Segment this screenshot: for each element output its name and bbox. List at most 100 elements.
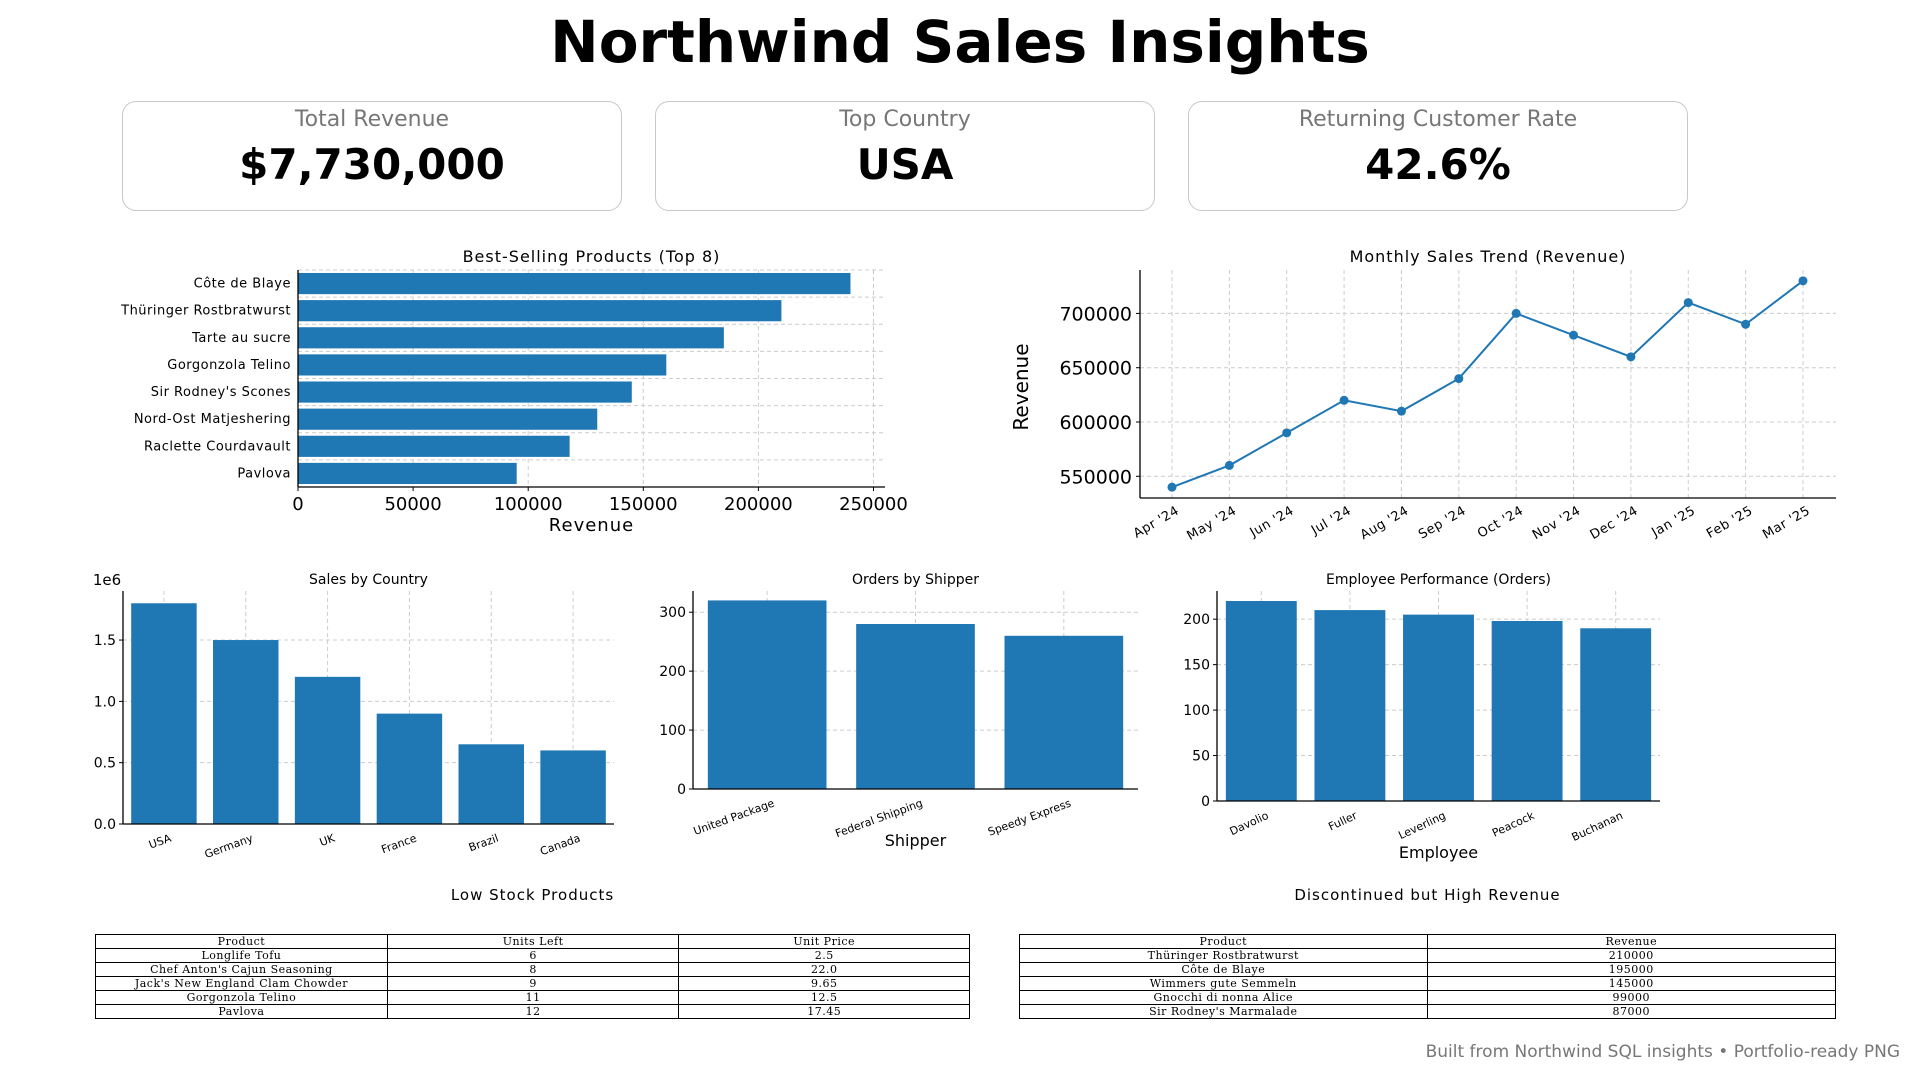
- table-cell: Wimmers gute Semmeln: [1019, 976, 1428, 991]
- tick-label: 650000: [1059, 358, 1132, 380]
- footer-note: Built from Northwind SQL insights • Port…: [1425, 1042, 1900, 1062]
- bar: [376, 713, 443, 824]
- bar: [298, 381, 632, 403]
- tick-label: 100: [659, 723, 686, 739]
- table-cell: 9.65: [678, 976, 970, 991]
- tick-label: Peacock: [1490, 809, 1537, 840]
- data-point: [1167, 482, 1177, 492]
- table-row: Thüringer Rostbratwurst 210000: [1019, 948, 1837, 963]
- axis-title: Shipper: [885, 831, 947, 850]
- table-row: Pavlova 12 17.45: [95, 1004, 970, 1019]
- tick-label: 600000: [1059, 412, 1132, 434]
- kpi-card-top-country: Top Country USA: [655, 101, 1155, 211]
- table-cell: Jack's New England Clam Chowder: [95, 976, 388, 991]
- table-header-row: Product Units Left Unit Price: [95, 934, 970, 949]
- chart-title: Best-Selling Products (Top 8): [463, 247, 721, 266]
- bar: [1004, 635, 1124, 789]
- table-row: Côte de Blaye 195000: [1019, 962, 1837, 977]
- tick-label: Nov '24: [1530, 503, 1584, 543]
- table-cell: 17.45: [678, 1004, 970, 1019]
- tick-label: Dec '24: [1588, 503, 1641, 542]
- tick-label: Apr '24: [1131, 503, 1182, 541]
- tick-label: 200: [1183, 612, 1210, 628]
- tick-label: Aug '24: [1358, 503, 1412, 543]
- data-point: [1282, 428, 1292, 438]
- chart-title: Orders by Shipper: [852, 572, 979, 588]
- tick-label: UK: [318, 831, 338, 849]
- tick-label: May '24: [1185, 503, 1240, 543]
- tick-label: 50: [1192, 749, 1210, 765]
- column-header: Product: [95, 934, 388, 949]
- data-point: [1224, 460, 1234, 470]
- tick-label: 100: [1183, 703, 1210, 719]
- axis-title: Revenue: [549, 515, 634, 536]
- tick-label: Fuller: [1326, 809, 1359, 834]
- bar: [298, 327, 724, 349]
- table-cell: 6: [386, 948, 680, 963]
- tick-label: 0: [292, 494, 303, 515]
- table-title-discontinued: Discontinued but High Revenue: [1294, 886, 1561, 904]
- tick-label: Davolio: [1228, 809, 1271, 838]
- table-cell: Sir Rodney's Marmalade: [1019, 1004, 1428, 1019]
- table-row: Gnocchi di nonna Alice 99000: [1019, 990, 1837, 1005]
- column-header: Revenue: [1426, 934, 1837, 949]
- tick-label: Brazil: [467, 832, 500, 855]
- category-label: Tarte au sucre: [191, 331, 291, 346]
- tick-label: Jun '24: [1247, 503, 1297, 541]
- data-point: [1339, 395, 1349, 405]
- bar: [213, 640, 279, 824]
- table-cell: 2.5: [678, 948, 970, 963]
- bar: [1225, 601, 1297, 801]
- data-point: [1798, 276, 1808, 286]
- table-cell: 99000: [1426, 990, 1837, 1005]
- tick-label: 200: [659, 664, 686, 680]
- data-point: [1511, 308, 1521, 318]
- bar: [298, 435, 570, 457]
- tick-label: 550000: [1059, 466, 1132, 488]
- table-row: Jack's New England Clam Chowder 9 9.65: [95, 976, 970, 991]
- tick-label: 700000: [1059, 303, 1132, 325]
- kpi-label: Returning Customer Rate: [1298, 107, 1578, 132]
- bar: [458, 744, 524, 824]
- bar: [298, 462, 517, 485]
- tick-label: 150: [1183, 658, 1210, 674]
- data-point: [1683, 298, 1693, 308]
- tick-label: Speedy Express: [986, 797, 1073, 839]
- category-label: Côte de Blaye: [194, 277, 291, 292]
- bar: [294, 676, 361, 824]
- chart-title: Sales by Country: [309, 572, 428, 588]
- tick-label: Canada: [538, 832, 582, 859]
- bar: [1403, 614, 1474, 801]
- axis-title: Employee: [1399, 843, 1478, 862]
- table-cell: 195000: [1426, 962, 1837, 977]
- series-line: [1171, 280, 1804, 489]
- tick-label: 100000: [494, 494, 563, 515]
- bar: [1580, 628, 1652, 801]
- data-point: [1396, 406, 1406, 416]
- table-cell: Longlife Tofu: [95, 948, 388, 963]
- table-title-low-stock: Low Stock Products: [450, 886, 615, 904]
- axis-scale-label: 1e6: [93, 571, 121, 589]
- category-label: Gorgonzola Telino: [167, 358, 291, 373]
- tick-label: 300: [659, 605, 686, 621]
- tick-label: Buchanan: [1570, 809, 1625, 844]
- low-stock-table: Product Units Left Unit Price Longlife T…: [95, 934, 970, 1019]
- bar: [298, 300, 782, 322]
- tick-label: Jan '25: [1649, 503, 1699, 540]
- axis-title: Revenue: [1009, 343, 1033, 430]
- table-cell: Thüringer Rostbratwurst: [1019, 948, 1428, 963]
- data-point: [1569, 330, 1579, 340]
- category-label: Raclette Courdavault: [144, 439, 291, 454]
- tick-label: 200000: [724, 494, 793, 515]
- tick-label: 50000: [384, 494, 441, 515]
- page-title: Northwind Sales Insights: [550, 8, 1370, 76]
- tick-label: Feb '25: [1704, 503, 1755, 541]
- bar: [856, 624, 975, 789]
- bar: [1491, 621, 1563, 801]
- kpi-label: Total Revenue: [294, 107, 450, 132]
- tick-label: Germany: [203, 831, 255, 861]
- column-header: Product: [1019, 934, 1428, 949]
- tick-label: 0: [1201, 794, 1210, 810]
- chart-title: Monthly Sales Trend (Revenue): [1350, 247, 1627, 266]
